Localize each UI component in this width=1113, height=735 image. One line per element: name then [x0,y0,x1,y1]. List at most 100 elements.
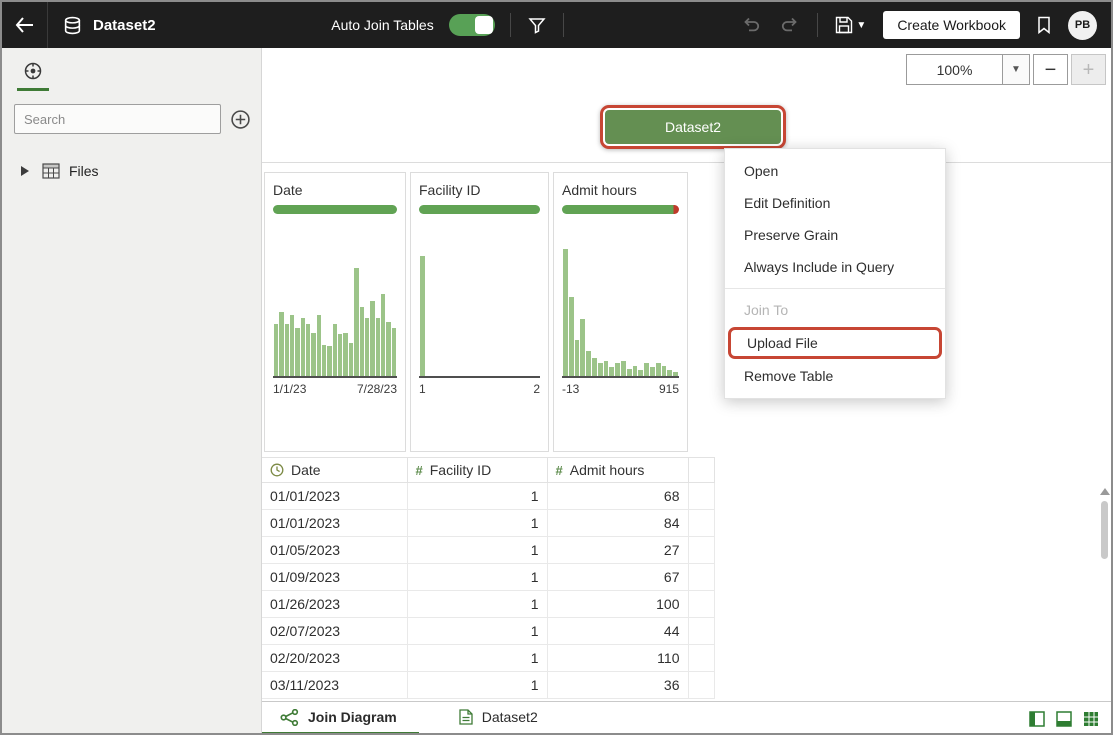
create-workbook-button[interactable]: Create Workbook [883,11,1020,39]
histogram-bar [306,323,311,376]
histogram-bar [574,340,580,376]
chevron-right-icon[interactable] [21,166,29,176]
menu-item-preserve-grain[interactable]: Preserve Grain [744,227,839,243]
redo-button[interactable] [778,15,802,35]
histogram-bar [316,314,322,376]
menu-item-upload-file[interactable]: Upload File [728,327,942,359]
search-input[interactable] [14,104,221,134]
avatar[interactable]: PB [1068,10,1097,40]
max-label: 915 [658,382,679,396]
canvas: 100% ▼ − + Dataset2 Open Edit Definition P… [262,48,1111,733]
quality-bar [419,205,540,214]
cell-date: 02/20/2023 [262,644,408,672]
files-table-icon [42,163,60,179]
column-card-admit-hours[interactable]: Admit hours -13 915 [553,172,688,452]
bottombar: Join Diagram Dataset2 [262,701,1111,733]
scrollbar-thumb[interactable] [1101,501,1108,559]
grid-view-button[interactable] [1083,711,1099,727]
data-preview-table: Date # Facility ID # Admit hours 01/01/202… [262,457,715,699]
zoom-dropdown-arrow[interactable]: ▼ [1002,55,1029,84]
vertical-scrollbar[interactable] [1099,488,1110,698]
histogram-labels: 1/1/23 7/28/23 [273,382,397,396]
undo-button[interactable] [739,15,763,35]
tab-dataset2[interactable]: Dataset2 [441,702,560,733]
dataset-icon [63,16,82,35]
histogram-bar [338,334,343,376]
cell-value: 84 [547,509,689,537]
cell-date: 03/11/2023 [262,671,408,699]
column-card-date[interactable]: Date 1/1/23 7/28/23 [264,172,406,452]
menu-item-remove-table[interactable]: Remove Table [744,368,834,384]
column-card-facility-id[interactable]: Facility ID 1 2 [410,172,549,452]
max-label: 2 [533,382,540,396]
max-label: 7/28/23 [356,382,397,396]
undo-icon [744,17,760,32]
histogram-bar [603,361,609,376]
menu-item-always-include-in-query[interactable]: Always Include in Query [744,259,895,275]
histogram-bar [597,362,603,376]
column-header-date[interactable]: Date [262,457,408,483]
quality-bar [562,205,679,214]
cell-empty [688,482,715,510]
bookmark-button[interactable] [1035,14,1053,36]
min-label: 1/1/23 [273,382,307,396]
filter-icon [528,18,546,34]
zoom-out-button[interactable]: − [1033,54,1068,85]
column-header-admit-hours[interactable]: # Admit hours [547,457,689,483]
histogram-bar [375,317,380,376]
zoom-value: 100% [936,61,973,78]
histogram-bar [649,367,655,376]
histogram-bar [632,365,638,376]
table-row[interactable]: 01/01/2023 1 84 [262,509,715,537]
table-row[interactable]: 01/09/2023 1 67 [262,563,715,591]
auto-join-toggle[interactable] [448,14,495,36]
card-title: Date [273,182,303,198]
back-button[interactable] [2,2,48,48]
menu-item-edit-definition[interactable]: Edit Definition [744,195,831,211]
cell-date: 01/01/2023 [262,509,408,537]
save-button[interactable]: ▼ [833,14,868,36]
column-header-facility-id[interactable]: # Facility ID [407,457,548,483]
card-title: Facility ID [419,182,481,198]
table-row[interactable]: 03/11/2023 1 36 [262,671,715,699]
card-title: Admit hours [562,182,637,198]
chevron-down-icon: ▼ [856,19,867,31]
scroll-up-icon[interactable] [1099,488,1110,495]
context-menu: Open Edit Definition Preserve Grain Always … [724,148,946,399]
data-pane-icon [24,62,42,80]
histogram-bar [364,317,370,376]
histogram-bar [615,362,620,376]
cell-value: 1 [407,644,548,672]
layout-bottom-button[interactable] [1056,710,1072,727]
cell-empty [688,671,715,699]
table-row[interactable]: 01/05/2023 1 27 [262,536,715,564]
cell-value: 1 [407,590,548,618]
histogram-bar [311,332,316,376]
add-button[interactable] [230,109,251,130]
dataset-node[interactable]: Dataset2 [605,110,781,144]
table-row[interactable]: 02/20/2023 1 110 [262,644,715,672]
title-group: Dataset2 [48,16,156,35]
histogram-bar [295,328,300,376]
table-row[interactable]: 01/01/2023 1 68 [262,482,715,510]
menu-item-open[interactable]: Open [744,163,779,179]
bookmark-icon [1038,16,1050,34]
menu-separator [725,288,945,289]
zoom-in-button[interactable]: + [1071,54,1106,85]
data-pane-tab[interactable] [17,61,49,91]
histogram-bar [655,362,661,376]
zoom-select[interactable]: 100% ▼ [906,54,1030,85]
cell-empty [688,617,715,645]
tab-label: Dataset2 [481,709,538,725]
layout-left-button[interactable] [1029,710,1045,727]
tab-join-diagram[interactable]: Join Diagram [262,702,419,733]
table-row[interactable]: 01/26/2023 1 100 [262,590,715,618]
filter-button[interactable] [526,14,548,36]
cell-value: 1 [407,617,548,645]
table-row[interactable]: 02/07/2023 1 44 [262,617,715,645]
menu-item-join-to: Join To [744,302,789,318]
sidebar-item-files[interactable]: Files [21,163,261,179]
histogram-bar [644,362,649,376]
dataset-node-highlight[interactable]: Dataset2 [600,105,786,149]
